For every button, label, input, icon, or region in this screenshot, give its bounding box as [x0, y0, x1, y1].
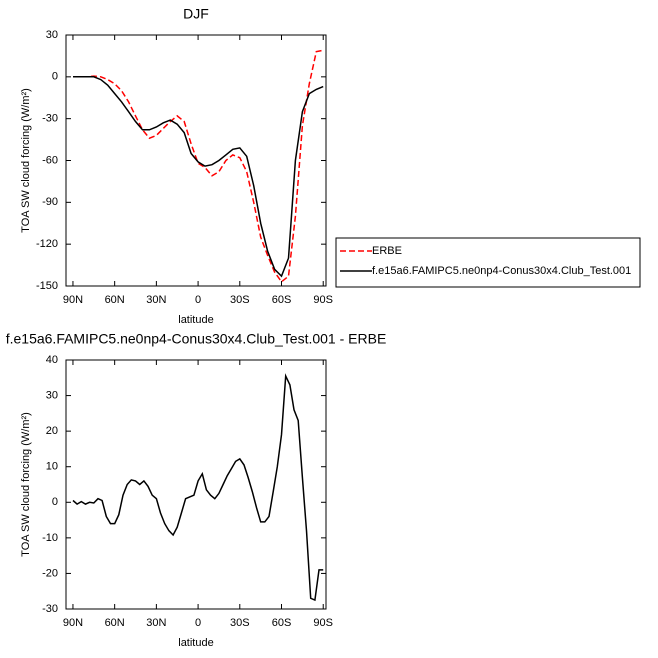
- y-axis-label: TOA SW cloud forcing (W/m²): [20, 412, 32, 557]
- y-tick-label: -10: [42, 532, 58, 544]
- x-tick-label: 60S: [272, 617, 292, 629]
- x-tick-label: 60N: [105, 294, 125, 306]
- chart-title: DJF: [183, 6, 209, 22]
- y-tick-label: 30: [46, 389, 58, 401]
- x-tick-label: 90N: [63, 294, 83, 306]
- x-axis-label: latitude: [178, 637, 213, 649]
- x-tick-label: 60S: [272, 294, 292, 306]
- x-tick-label: 60N: [105, 617, 125, 629]
- x-axis-label: latitude: [178, 314, 213, 326]
- y-tick-label: -90: [42, 196, 58, 208]
- y-tick-label: -60: [42, 154, 58, 166]
- y-tick-label: -30: [42, 113, 58, 125]
- y-tick-label: -30: [42, 603, 58, 615]
- legend-label: ERBE: [372, 245, 402, 257]
- x-tick-label: 90S: [313, 294, 333, 306]
- x-tick-label: 30S: [230, 617, 250, 629]
- plot-frame: [65, 34, 327, 287]
- series-line: [73, 76, 324, 278]
- y-tick-label: 20: [46, 425, 58, 437]
- plot-frame: [65, 359, 327, 610]
- y-tick-label: 40: [46, 354, 58, 366]
- y-tick-label: 10: [46, 461, 58, 473]
- y-tick-label: -120: [36, 238, 58, 250]
- y-tick-label: 0: [52, 71, 58, 83]
- y-tick-label: -150: [36, 280, 58, 292]
- y-axis-label: TOA SW cloud forcing (W/m²): [20, 88, 32, 233]
- legend-box: [335, 237, 641, 288]
- y-tick-label: 0: [52, 496, 58, 508]
- x-tick-label: 90N: [63, 617, 83, 629]
- x-tick-label: 0: [195, 294, 201, 306]
- legend-label: f.e15a6.FAMIPC5.ne0np4-Conus30x4.Club_Te…: [372, 265, 631, 277]
- x-tick-label: 30S: [230, 294, 250, 306]
- x-tick-label: 90S: [313, 617, 333, 629]
- x-tick-label: 30N: [146, 294, 166, 306]
- y-tick-label: 30: [46, 29, 58, 41]
- series-line: [72, 373, 324, 602]
- chart-title: f.e15a6.FAMIPC5.ne0np4-Conus30x4.Club_Te…: [6, 331, 387, 347]
- x-tick-label: 0: [195, 617, 201, 629]
- series-line: [73, 49, 324, 283]
- y-tick-label: -20: [42, 567, 58, 579]
- x-tick-label: 30N: [146, 617, 166, 629]
